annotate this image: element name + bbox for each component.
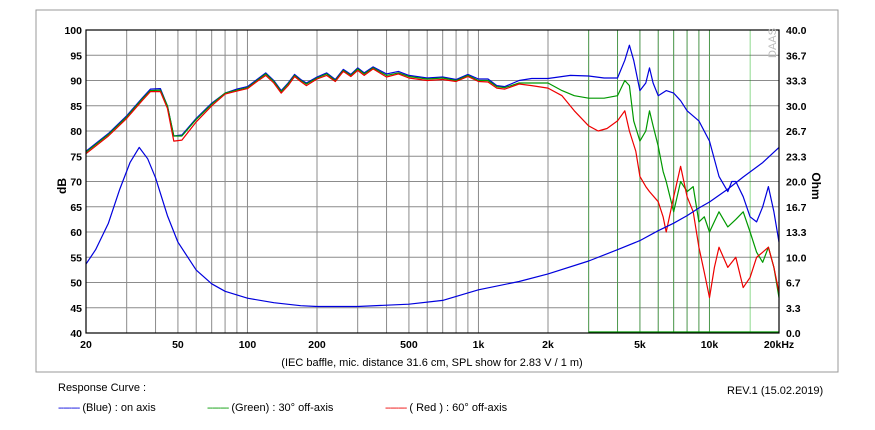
legend-item-green: -------- (Green) : 30° off-axis <box>207 402 333 414</box>
watermark-logo: DAAS <box>767 28 779 58</box>
y-right-tick-label: 0.0 <box>786 328 801 340</box>
y-left-tick-label: 55 <box>70 252 82 264</box>
x-tick-label: 5k <box>634 339 646 351</box>
y-left-tick-label: 80 <box>70 126 82 138</box>
y-right-tick-labels: 40.0 36.7 33.3 30.0 26.7 23.3 20.0 16.7 13.3 10.0… <box>786 25 807 340</box>
y-right-tick-label: 10.0 <box>786 252 807 264</box>
legend-label-blue: (Blue) : on axis <box>82 402 156 414</box>
plot-area-border <box>85 29 780 334</box>
y-left-tick-label: 45 <box>70 303 82 315</box>
series-line-blue <box>85 44 780 243</box>
x-tick-label: 20kHz <box>764 339 794 351</box>
series-layer <box>85 44 780 308</box>
y-axis-left-label: dB <box>55 178 69 194</box>
y-right-tick-label: 16.7 <box>786 202 807 214</box>
y-axis-right-label: Ohm <box>809 172 823 199</box>
y-right-tick-label: 33.3 <box>786 76 807 88</box>
y-right-tick-label: 13.3 <box>786 227 807 239</box>
y-right-tick-label: 20.0 <box>786 177 807 189</box>
y-left-tick-label: 50 <box>70 278 82 290</box>
legend-label-red: ( Red ) : 60° off-axis <box>409 402 508 414</box>
x-tick-labels: 20 50 100 200 500 1k 2k 5k 10k 20kHz <box>80 339 794 351</box>
legend-label-green: (Green) : 30° off-axis <box>231 402 334 414</box>
y-left-tick-label: 65 <box>70 202 82 214</box>
x-tick-label: 100 <box>239 339 257 351</box>
x-tick-label: 200 <box>308 339 326 351</box>
legend-dash-green: -------- <box>207 402 229 414</box>
y-right-tick-label: 36.7 <box>786 50 807 62</box>
y-left-tick-label: 60 <box>70 227 82 239</box>
y-left-tick-label: 40 <box>70 328 82 340</box>
x-axis-label: (IEC baffle, mic. distance 31.6 cm, SPL … <box>281 357 582 369</box>
y-left-tick-label: 85 <box>70 101 82 113</box>
y-right-tick-label: 6.7 <box>786 278 801 290</box>
revision-label: REV.1 (15.02.2019) <box>727 385 824 397</box>
series-line-red <box>85 68 780 299</box>
y-left-tick-label: 95 <box>70 50 82 62</box>
chart-outer-frame <box>35 9 839 373</box>
y-left-tick-label: 90 <box>70 76 82 88</box>
legend-dash-blue: -------- <box>58 402 80 414</box>
series-line-impedance <box>85 146 780 308</box>
y-right-tick-label: 30.0 <box>786 101 807 113</box>
x-tick-label: 2k <box>542 339 554 351</box>
y-left-tick-label: 70 <box>70 177 82 189</box>
y-right-tick-label: 23.3 <box>786 151 807 163</box>
x-tick-label: 10k <box>701 339 719 351</box>
legend-dash-red: -------- <box>385 402 407 414</box>
x-tick-label: 1k <box>473 339 485 351</box>
legend-heading: Response Curve : <box>58 382 147 394</box>
x-tick-label: 20 <box>80 339 92 351</box>
y-right-tick-label: 3.3 <box>786 303 801 315</box>
legend-item-red: -------- ( Red ) : 60° off-axis <box>385 402 507 414</box>
x-tick-label: 500 <box>400 339 418 351</box>
y-left-tick-labels: 100 95 90 85 80 75 70 65 60 55 50 45 40 <box>64 25 82 340</box>
series-line-green <box>85 67 780 298</box>
y-right-tick-label: 40.0 <box>786 25 807 37</box>
green-baseline-markers <box>588 30 779 333</box>
y-right-tick-label: 26.7 <box>786 126 807 138</box>
y-left-tick-label: 100 <box>64 25 82 37</box>
x-tick-label: 50 <box>172 339 184 351</box>
legend-item-blue: -------- (Blue) : on axis <box>58 402 156 414</box>
y-left-tick-label: 75 <box>70 151 82 163</box>
